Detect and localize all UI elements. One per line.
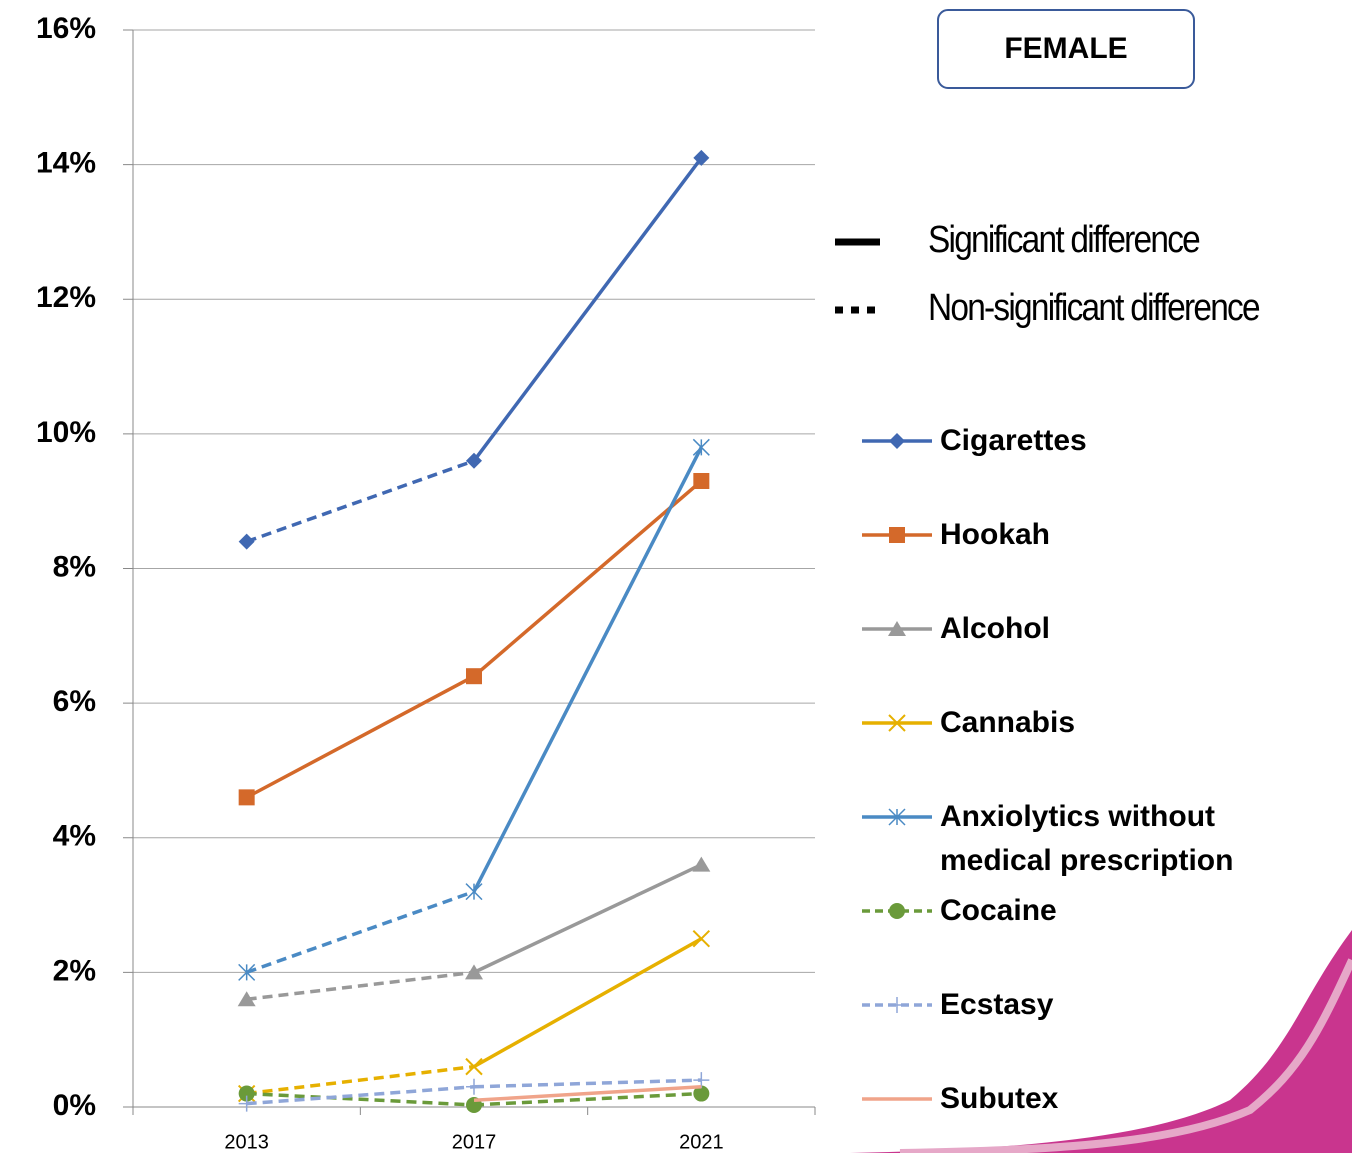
y-tick-label: 8%: [53, 550, 96, 583]
legend-label: Cigarettes: [940, 419, 1270, 463]
marker: [466, 884, 482, 900]
y-tick-label: 12%: [36, 281, 96, 314]
marker: [693, 931, 709, 947]
key-label: Non-significant difference: [928, 286, 1260, 328]
x-tick-label: 2013: [224, 1131, 269, 1153]
marker: [239, 789, 255, 805]
y-tick-label: 2%: [53, 954, 96, 987]
line-segment: [247, 892, 474, 973]
line-segment: [247, 461, 474, 542]
marker: [239, 534, 255, 550]
x-tick-label: 2017: [452, 1131, 497, 1153]
line-segment: [247, 972, 474, 999]
line-segment: [474, 158, 701, 461]
y-tick-label: 0%: [53, 1089, 96, 1122]
y-tick-label: 10%: [36, 416, 96, 449]
marker: [466, 1059, 482, 1075]
chart: FEMALE 0% 2% 4% 6% 8% 10% 12% 14% 16% 2013 2017 202…: [0, 0, 1352, 1153]
page: {"chart_data": {"type": "line", "box_lab…: [0, 0, 1352, 1153]
legend-label: Subutex: [940, 1077, 1270, 1121]
legend-label: Cocaine: [940, 889, 1270, 933]
y-tick-label: 16%: [36, 12, 96, 45]
legend-label: Hookah: [940, 513, 1270, 557]
box-label: FEMALE: [1004, 32, 1127, 65]
marker: [889, 433, 905, 449]
marker: [692, 857, 710, 872]
legend-label: Cannabis: [940, 701, 1270, 745]
marker: [889, 997, 905, 1013]
legend-label: Anxiolytics without medical prescription: [940, 795, 1270, 883]
legend-label: Alcohol: [940, 607, 1270, 651]
line-segment: [247, 676, 474, 797]
legend-label: Ecstasy: [940, 983, 1270, 1027]
marker: [889, 903, 905, 919]
marker: [466, 1079, 482, 1095]
y-tick-label: 4%: [53, 820, 96, 853]
marker: [466, 668, 482, 684]
y-tick-label: 6%: [53, 685, 96, 718]
x-tick-label: 2021: [679, 1131, 724, 1153]
marker: [693, 473, 709, 489]
line-segment: [474, 447, 701, 891]
y-tick-label: 14%: [36, 147, 96, 180]
key-label: Significant difference: [928, 218, 1200, 260]
marker: [693, 439, 709, 455]
marker: [889, 527, 905, 543]
line-segment: [474, 1080, 701, 1087]
